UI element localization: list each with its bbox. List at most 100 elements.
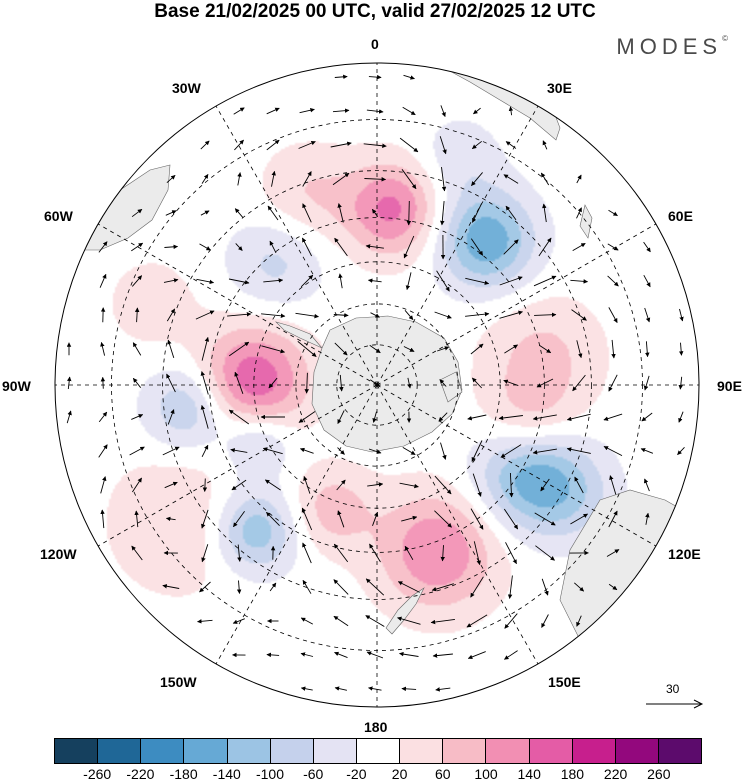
wind-arrow xyxy=(262,447,283,455)
wind-arrow xyxy=(532,448,557,455)
wind-arrow xyxy=(470,238,484,256)
wind-arrow xyxy=(608,209,618,217)
wind-arrow xyxy=(233,107,245,115)
wind-arrow xyxy=(302,579,312,594)
colorbar-swatch xyxy=(356,739,401,763)
wind-arrow xyxy=(399,482,419,489)
wind-arrow xyxy=(576,340,583,359)
wind-arrow xyxy=(678,376,683,390)
wind-arrow xyxy=(608,374,618,392)
wind-arrow xyxy=(165,516,176,522)
latitude-circle xyxy=(209,217,545,553)
wind-arrow xyxy=(508,106,514,116)
wind-arrow xyxy=(498,415,523,421)
copyright-mark: © xyxy=(722,34,728,43)
meridian-label-30e: 30E xyxy=(547,80,572,96)
wind-arrow xyxy=(302,171,312,187)
colorbar-tick-label: 180 xyxy=(560,766,585,782)
wind-arrow xyxy=(330,141,352,148)
wind-arrow xyxy=(299,108,315,114)
meridian-label-150w: 150W xyxy=(160,674,197,690)
meridian-line xyxy=(215,105,378,386)
wind-arrow xyxy=(228,409,250,425)
wind-arrow xyxy=(131,242,144,252)
wind-arrow xyxy=(370,312,380,318)
map-border xyxy=(54,62,700,708)
wind-arrow xyxy=(541,578,549,596)
wind-arrow xyxy=(368,448,382,454)
wind-arrow xyxy=(266,139,280,151)
meridian-line xyxy=(376,223,657,386)
wind-arrow xyxy=(199,243,211,251)
wind-arrow xyxy=(606,549,620,557)
wind-arrow xyxy=(371,208,379,217)
wind-arrow xyxy=(472,473,482,497)
wind-arrow xyxy=(302,542,312,564)
colorbar-tick-label: 140 xyxy=(517,766,541,782)
wind-arrow xyxy=(201,336,210,361)
wind-arrow xyxy=(298,140,316,149)
wind-arrow xyxy=(334,342,348,356)
wind-arrow xyxy=(167,409,175,425)
wind-arrow xyxy=(404,545,414,561)
wind-arrow xyxy=(363,143,387,149)
wind-arrow xyxy=(163,278,179,283)
wind-arrow xyxy=(470,508,484,530)
wind-arrow xyxy=(402,106,416,116)
wind-arrow xyxy=(678,342,684,356)
wind-arrow xyxy=(99,273,107,288)
wind-arrow xyxy=(200,210,210,216)
wind-arrow xyxy=(643,241,651,253)
colorbar-swatch xyxy=(98,739,142,763)
wind-arrow xyxy=(201,509,209,529)
colorbar-tick-label: 100 xyxy=(474,766,498,782)
wind-arrow xyxy=(466,614,488,628)
wind-arrow xyxy=(332,108,350,113)
wind-arrow xyxy=(303,475,311,494)
wind-arrow xyxy=(499,276,523,286)
wind-arrow xyxy=(607,243,619,251)
wind-arrow xyxy=(641,412,653,422)
wind-arrow xyxy=(372,511,379,526)
wind-arrow xyxy=(503,174,519,184)
meridian-label-90w: 90W xyxy=(2,378,31,394)
wind-arrow xyxy=(439,136,447,155)
wind-arrow xyxy=(566,413,591,422)
wind-arrow xyxy=(333,579,349,595)
wind-arrow xyxy=(369,344,381,354)
wind-arrow xyxy=(304,372,310,394)
reference-vector-value: 30 xyxy=(666,682,680,696)
wind-arrow xyxy=(366,651,384,659)
wind-arrow xyxy=(332,172,350,186)
wind-arrow xyxy=(261,313,286,319)
wind-arrow xyxy=(131,414,144,420)
wind-arrow xyxy=(399,137,419,153)
wind-vectors xyxy=(66,74,685,692)
wind-arrow xyxy=(334,686,347,691)
wind-arrow xyxy=(261,345,286,354)
wind-arrow xyxy=(98,241,108,253)
wind-arrow xyxy=(397,616,421,625)
wind-arrow xyxy=(538,237,552,257)
wind-arrow xyxy=(572,243,586,251)
wind-arrow xyxy=(536,378,554,388)
wind-arrow xyxy=(237,544,242,562)
wind-arrow xyxy=(230,448,248,453)
wind-arrow xyxy=(266,511,280,527)
wind-arrow xyxy=(441,167,447,192)
wind-arrow xyxy=(574,582,585,592)
wind-arrow xyxy=(234,139,244,151)
wind-arrow xyxy=(505,542,517,565)
meridian-label-180: 180 xyxy=(364,719,388,735)
wind-arrow xyxy=(339,374,344,392)
wind-arrow xyxy=(300,686,313,691)
wind-arrow xyxy=(333,312,349,318)
colorbar-swatch xyxy=(313,739,357,763)
wind-arrow xyxy=(129,446,145,456)
wind-arrow xyxy=(505,141,517,149)
wind-arrow xyxy=(540,478,550,492)
wind-arrow xyxy=(603,445,623,457)
wind-arrow xyxy=(465,311,490,317)
wind-arrow xyxy=(465,277,490,285)
wind-arrow xyxy=(364,177,387,182)
